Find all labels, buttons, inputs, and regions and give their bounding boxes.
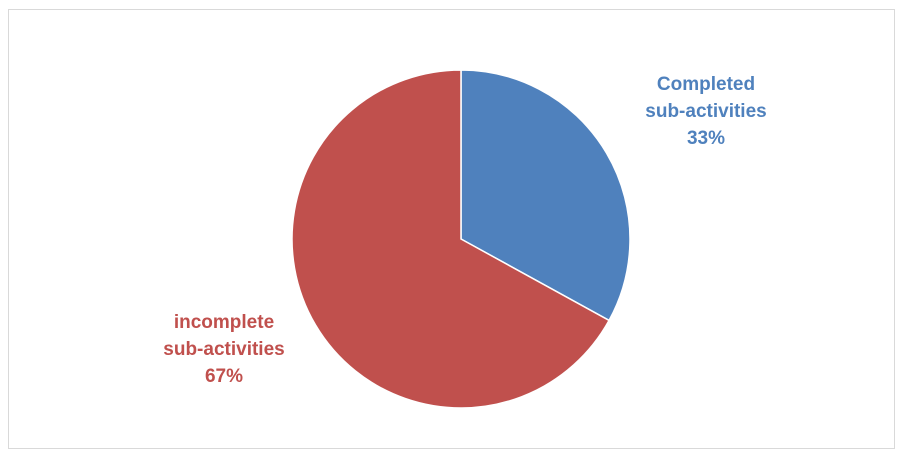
data-label-line: 33%	[687, 128, 725, 149]
data-label-1: Completed sub-activities 33%	[645, 74, 766, 149]
data-label-line: 67%	[205, 366, 243, 387]
data-label-line: sub-activities	[645, 101, 766, 122]
data-label-line: sub-activities	[163, 339, 284, 360]
pie-slices	[291, 69, 631, 409]
pie-slice-1	[460, 69, 631, 322]
data-label-line: incomplete	[174, 312, 274, 333]
pie-labels: Completed sub-activities 33% incomplete sub-…	[163, 74, 766, 387]
data-label-line: Completed	[657, 74, 755, 95]
data-label-2: incomplete sub-activities 67%	[163, 312, 284, 387]
pie-slice-2	[291, 69, 611, 409]
